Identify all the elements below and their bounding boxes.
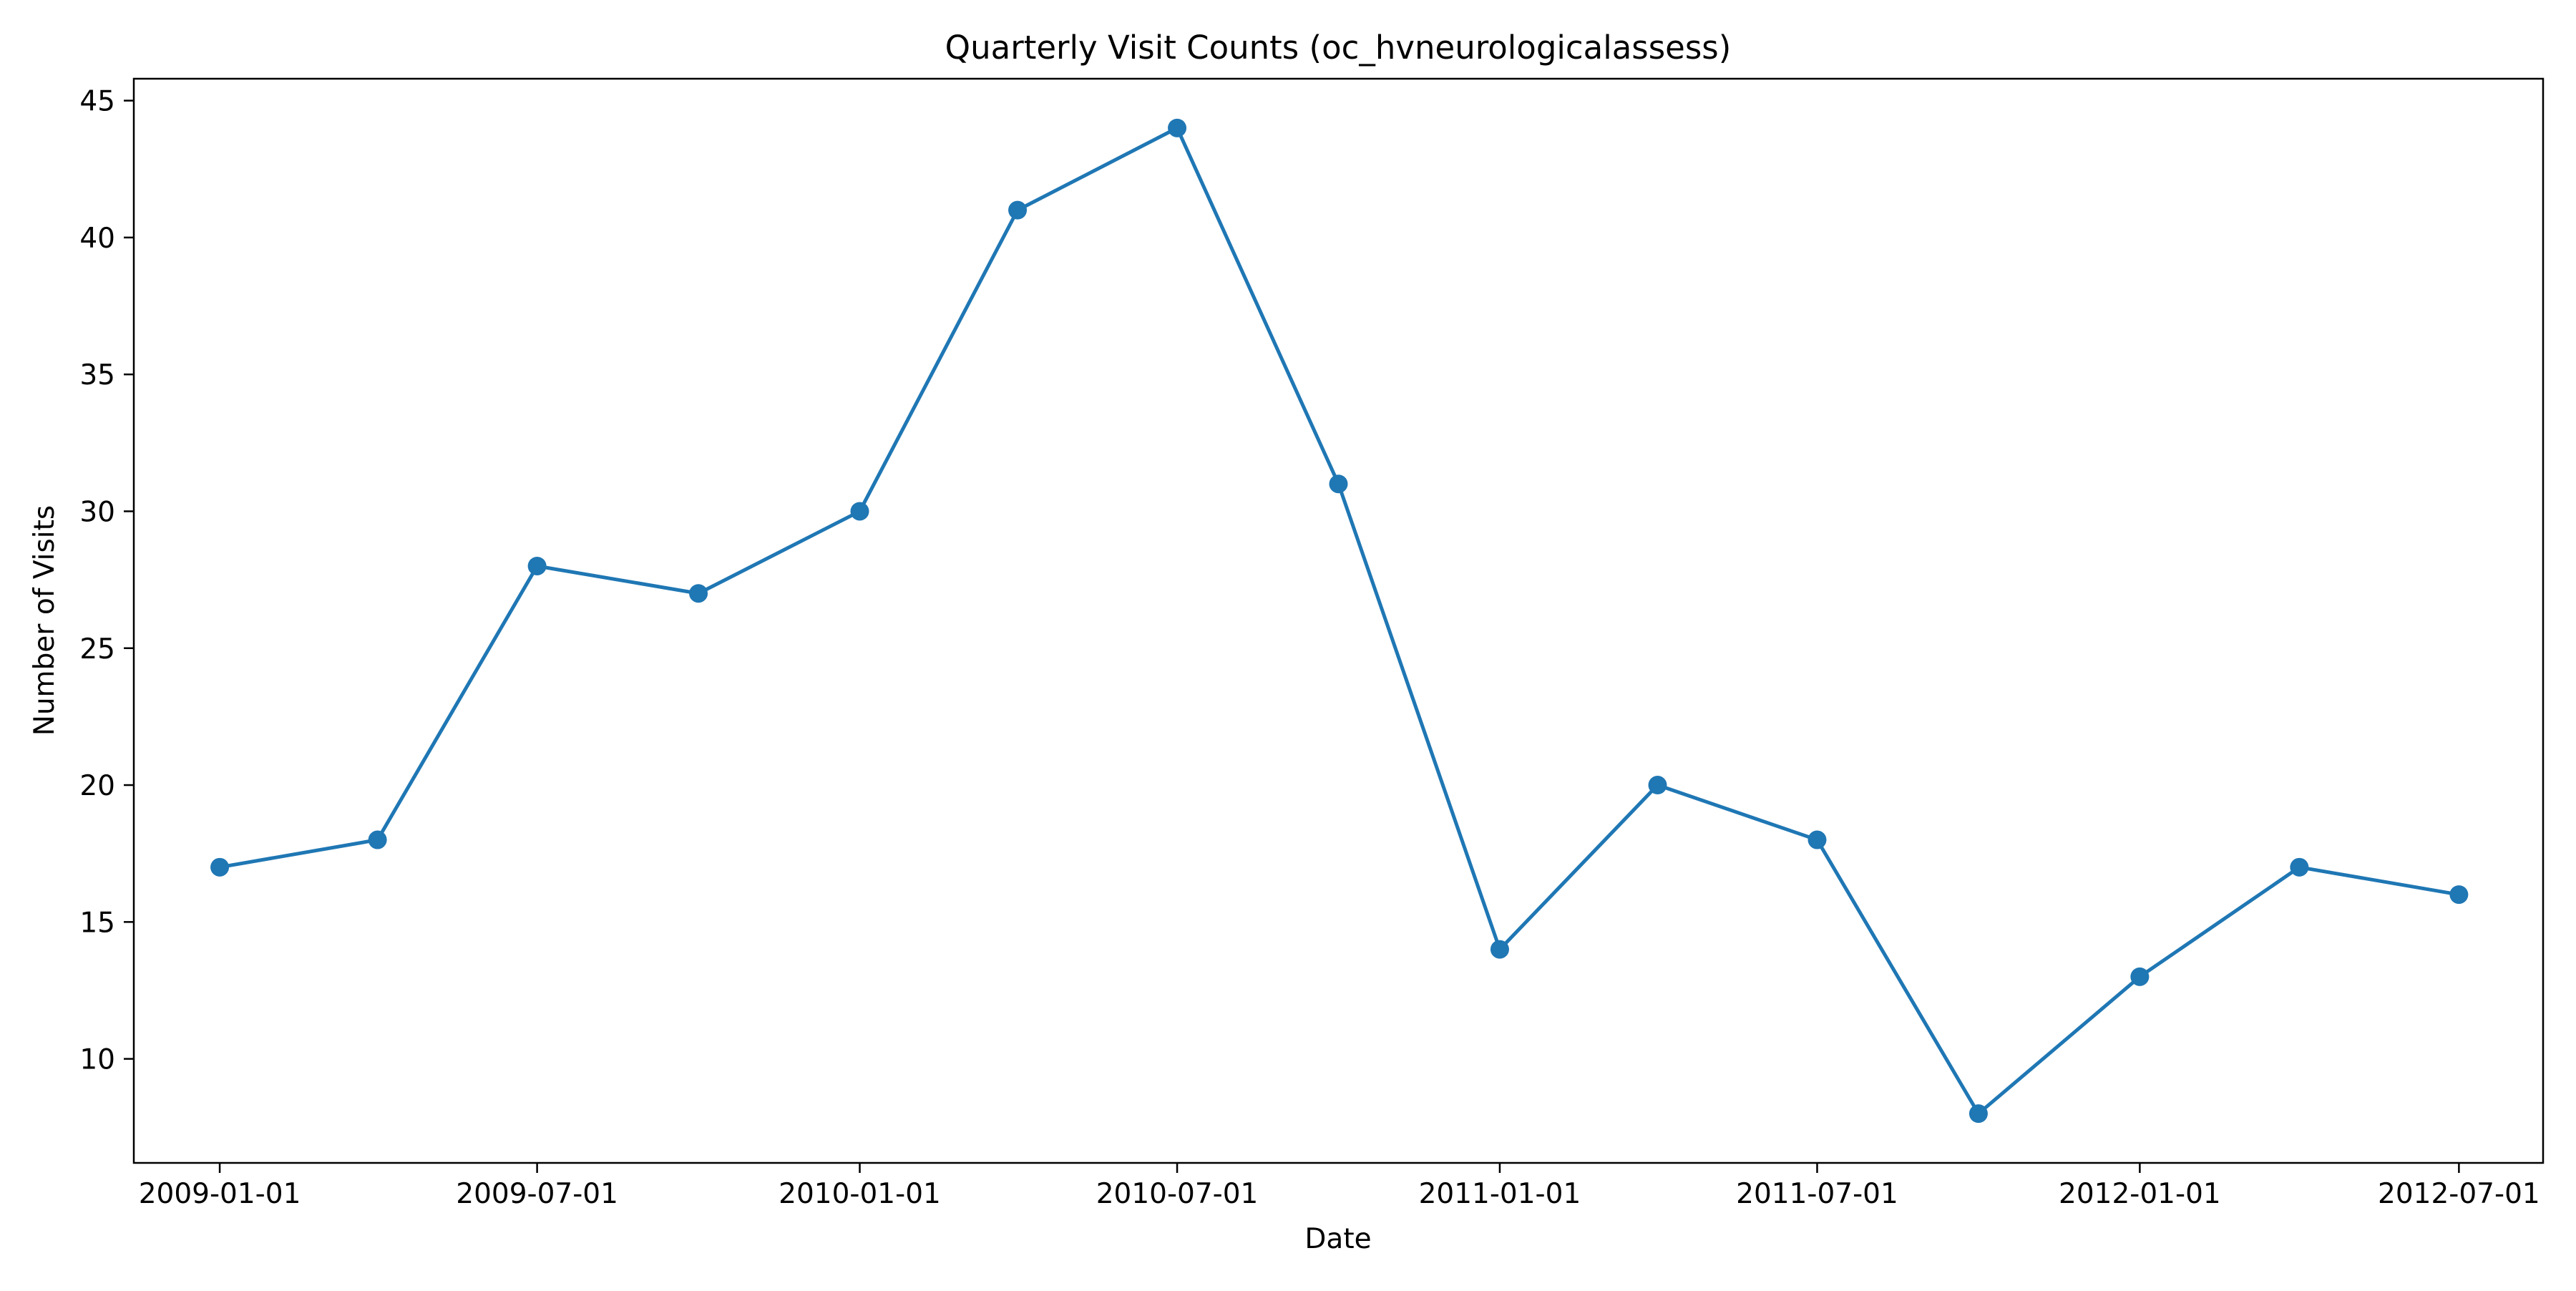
x-tick-label: 2011-07-01 (1736, 1178, 1898, 1210)
y-axis-label: Number of Visits (29, 505, 61, 736)
plot-area (210, 118, 2469, 1124)
x-tick-label: 2012-01-01 (2059, 1178, 2221, 1210)
data-point (1648, 776, 1667, 795)
chart-title: Quarterly Visit Counts (oc_hvneurologica… (945, 29, 1732, 67)
x-axis-label: Date (1304, 1223, 1371, 1255)
data-point (210, 857, 230, 877)
data-point (368, 830, 387, 849)
data-point (1807, 830, 1827, 849)
data-point (1968, 1104, 1988, 1124)
data-point (2449, 885, 2469, 905)
data-point (1329, 474, 1348, 494)
data-point (2290, 857, 2309, 877)
y-tick-label: 30 (79, 496, 115, 528)
plot-frame (132, 77, 2545, 1164)
data-point (689, 584, 708, 603)
y-axis: 10 15 20 25 30 35 40 45 (79, 86, 134, 1076)
x-tick-label: 2012-07-01 (2378, 1178, 2540, 1210)
y-tick-label: 45 (79, 86, 115, 118)
x-tick-label: 2009-07-01 (456, 1178, 618, 1210)
y-tick-label: 35 (79, 359, 115, 391)
x-tick-label: 2011-01-01 (1419, 1178, 1581, 1210)
y-tick-label: 25 (79, 633, 115, 666)
x-tick-label: 2010-01-01 (779, 1178, 941, 1210)
data-point (2130, 967, 2150, 986)
data-point (1168, 118, 1187, 137)
data-point (850, 502, 869, 521)
x-tick-label: 2009-01-01 (139, 1178, 301, 1210)
y-tick-label: 40 (79, 223, 115, 255)
x-axis: 2009-01-01 2009-07-01 2010-01-01 2010-07-01… (139, 1163, 2540, 1210)
data-point (1008, 200, 1028, 220)
data-point (1490, 940, 1509, 959)
y-tick-label: 15 (79, 907, 115, 939)
data-point (527, 556, 547, 575)
y-tick-label: 20 (79, 770, 115, 802)
y-tick-label: 10 (79, 1044, 115, 1076)
x-tick-label: 2010-07-01 (1096, 1178, 1259, 1210)
